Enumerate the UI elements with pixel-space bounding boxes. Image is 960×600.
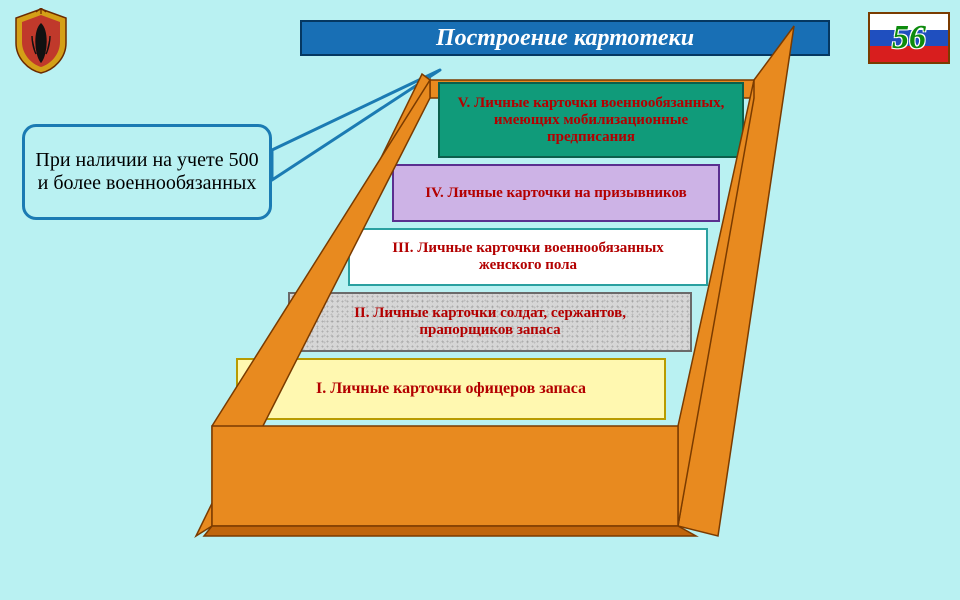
box-right-inner (678, 80, 754, 526)
box-bottom-edge (204, 526, 696, 536)
box-front-panel (212, 426, 678, 526)
slide-stage: Построение картотеки 56 При наличии на у… (0, 0, 960, 600)
cardfile-box-front-icon (0, 0, 960, 600)
